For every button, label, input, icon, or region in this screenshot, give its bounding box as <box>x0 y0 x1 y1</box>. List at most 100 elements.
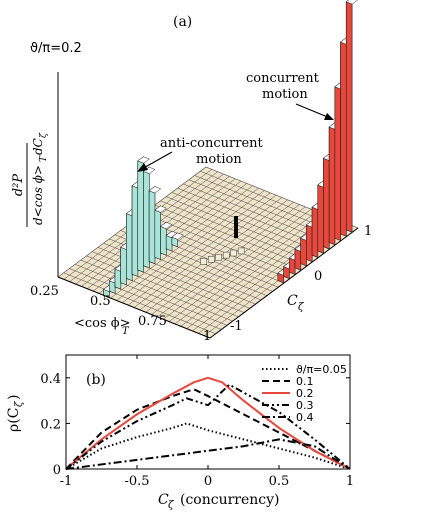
surface-grid-line <box>148 209 302 271</box>
surface-grid-line <box>180 216 329 327</box>
panel-b-ticks: -1 -0.5 0 0.5 1 0 0.2 0.4 <box>40 355 354 489</box>
z-axis-label: d²P d<cos ϕ> T dC ζ <box>11 132 49 227</box>
bar-concurrent-face <box>306 224 313 263</box>
annotation-anti-line2: motion <box>196 152 242 167</box>
bar-anti-concurrent-face <box>137 160 144 273</box>
surface-grid-line <box>157 206 306 318</box>
series-line <box>65 376 351 470</box>
bar-anti-concurrent-face <box>143 170 150 269</box>
x-tick-label: 1 <box>346 474 354 489</box>
bar-concurrent-face <box>317 184 324 254</box>
bar-anti-concurrent-top <box>171 232 184 240</box>
x-axis <box>57 276 211 339</box>
y-label-sub: ζ <box>14 401 25 407</box>
z-label-den-sub: T <box>39 155 49 162</box>
bar-anti-concurrent-face <box>148 190 156 265</box>
bar-anti-concurrent <box>137 156 150 273</box>
y-label-tail: ) <box>6 395 22 400</box>
surface-grid-line <box>166 196 319 258</box>
surface-bump <box>222 251 230 259</box>
bar-anti-concurrent-face <box>160 225 167 256</box>
y-axis <box>209 227 359 339</box>
surface-grid-line <box>139 199 288 311</box>
annotation-anti: anti-concurrent motion <box>137 136 264 172</box>
surface-bump <box>230 249 237 257</box>
legend-label: ϑ/π=0.05 <box>296 363 347 376</box>
surface-bump <box>215 253 222 261</box>
bar-anti-concurrent-top <box>154 205 167 213</box>
y-tick-label: 0.4 <box>40 372 61 387</box>
bar-anti-concurrent <box>171 232 184 248</box>
x-tick-label: 0 <box>204 474 212 489</box>
arrowhead-icon <box>137 163 148 172</box>
x-axis-label-text: <cos ϕ> <box>74 316 131 331</box>
y-tick-label: 0 <box>53 463 61 478</box>
x-axis-label-sub: T <box>122 326 130 337</box>
legend-label: 0.1 <box>296 375 314 388</box>
bar-concurrent <box>340 37 353 237</box>
z-label-den-tail: dC <box>31 138 45 155</box>
bar-anti-concurrent-top <box>142 166 156 175</box>
x-label-tail: (concurrency) <box>180 492 280 508</box>
bar-anti-concurrent <box>131 180 145 277</box>
surface-bump <box>207 256 215 263</box>
z-label-numerator: d²P <box>11 174 26 197</box>
legend-label: 0.2 <box>296 387 314 400</box>
annotation-concurrent-line2: motion <box>262 87 308 102</box>
panel-b: (b) -1 -0.5 0 0.5 100.20.4 ϑ/π=0.050.10.20.3… <box>6 354 354 511</box>
panel-b-label: (b) <box>86 372 106 388</box>
legend-label: 0.3 <box>296 399 314 412</box>
panel-a: (a) ϑ/π=0.2 d²P d<cos ϕ> T dC ζ 0.25 0.5… <box>11 0 372 344</box>
surface-grid-line <box>171 192 324 254</box>
surface-bump <box>200 258 208 265</box>
series-line <box>65 383 351 470</box>
bar-concurrent-face <box>334 86 341 242</box>
x-tick-label: 0.5 <box>269 474 290 489</box>
arrowhead-icon <box>324 113 334 120</box>
bar-anti-concurrent <box>148 185 162 265</box>
y-tick-label: 1 <box>364 224 372 239</box>
bar-anti-concurrent-face <box>165 235 173 252</box>
annotation-arrow <box>295 103 331 119</box>
x-tick-label: 0.5 <box>90 294 111 309</box>
bar-anti-concurrent-face <box>154 209 161 261</box>
surface-grid-line <box>163 209 312 320</box>
y-label-text: ρ(C <box>6 408 22 432</box>
bar-concurrent <box>345 0 359 233</box>
y-tick-label: 0 <box>314 269 322 284</box>
bar-anti-concurrent <box>154 205 167 261</box>
bar-anti-concurrent <box>165 230 179 252</box>
series-line <box>65 438 351 470</box>
bar-concurrent-face <box>294 248 302 271</box>
bar-concurrent-face <box>323 157 330 250</box>
x-label-text: C <box>158 492 169 508</box>
bar-concurrent <box>322 153 336 250</box>
y-axis-label-text: C <box>287 293 298 309</box>
surface-grid-line <box>168 211 318 322</box>
panel-b-y-label: ρ(C ζ ) <box>6 395 25 432</box>
annotation-concurrent-line1: concurrent <box>246 71 320 86</box>
z-label-den-tail-sub: ζ <box>39 132 49 138</box>
bar-concurrent <box>305 220 319 263</box>
x-label-sub: ζ <box>168 500 174 511</box>
surface-grid-line <box>174 213 324 325</box>
annotation-concurrent: concurrent motion <box>246 71 334 120</box>
series-line <box>65 422 351 470</box>
y-ticks: 1 0 -1 <box>230 224 372 334</box>
x-axis-label: <cos ϕ> T <box>74 316 131 337</box>
x-tick-label: -0.5 <box>124 474 149 489</box>
bar-concurrent-face <box>289 257 296 275</box>
bar-anti-concurrent <box>160 221 173 256</box>
bar-anti-concurrent-face <box>131 185 139 277</box>
bar-anti-concurrent <box>120 242 133 286</box>
bar-anti-concurrent <box>142 166 156 269</box>
bar-concurrent-face <box>345 1 353 233</box>
series-line <box>65 388 351 470</box>
bar-concurrent-face <box>340 41 347 237</box>
bar-anti-concurrent-top <box>137 156 150 164</box>
theta-note: ϑ/π=0.2 <box>30 41 82 56</box>
x-tick-label: 0.75 <box>138 314 167 329</box>
x-ticks: 0.25 0.5 0.75 1 <box>30 284 211 344</box>
panel-a-label: (a) <box>173 14 192 30</box>
